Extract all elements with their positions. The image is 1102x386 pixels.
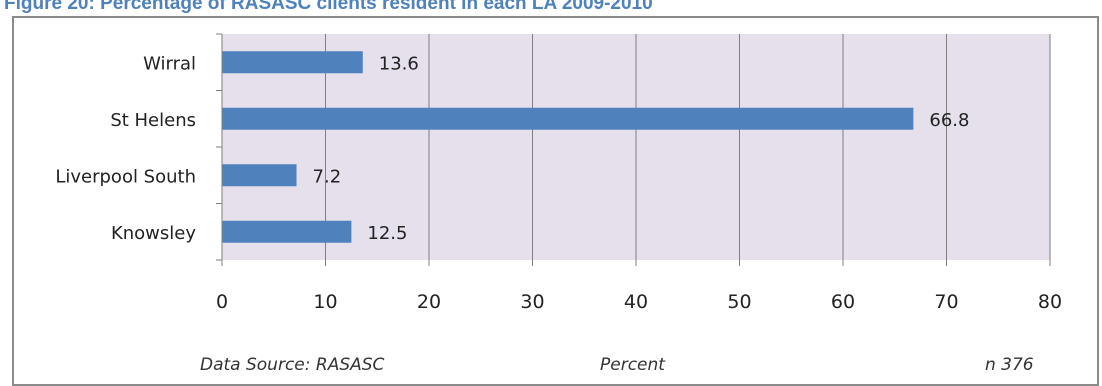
category-label-knowsley: Knowsley bbox=[111, 223, 196, 244]
bars bbox=[222, 51, 914, 243]
category-label-wirral: Wirral bbox=[143, 53, 196, 74]
data-source-label: Data Source: RASASC bbox=[200, 355, 385, 375]
bar-st-helens bbox=[222, 107, 914, 130]
x-tick-label-60: 60 bbox=[831, 291, 855, 313]
x-tick-label-0: 0 bbox=[216, 291, 228, 313]
x-tick-labels: 0 10 20 30 40 50 60 70 80 bbox=[216, 260, 1062, 313]
x-tick-label-40: 40 bbox=[624, 291, 648, 313]
y-axis-ticks bbox=[216, 33, 222, 261]
category-labels: Wirral St Helens Liverpool South Knowsley bbox=[55, 53, 196, 244]
value-labels: 13.6 66.8 7.2 12.5 bbox=[313, 53, 970, 244]
value-label-liverpool-south: 7.2 bbox=[313, 166, 342, 187]
x-axis-title: Percent bbox=[600, 355, 665, 375]
value-label-wirral: 13.6 bbox=[379, 53, 419, 74]
category-label-st-helens: St Helens bbox=[110, 110, 196, 131]
category-label-liverpool-south: Liverpool South bbox=[55, 166, 196, 187]
bar-liverpool-south bbox=[222, 164, 297, 187]
x-tick-label-70: 70 bbox=[934, 291, 958, 313]
x-tick-label-50: 50 bbox=[727, 291, 751, 313]
x-tick-label-80: 80 bbox=[1038, 291, 1062, 313]
bar-chart: 13.6 66.8 7.2 12.5 Wirral St Helens Liverpool… bbox=[55, 33, 1062, 313]
bar-knowsley bbox=[222, 220, 352, 243]
sample-size-label: n 376 bbox=[985, 355, 1034, 375]
x-tick-label-20: 20 bbox=[417, 291, 441, 313]
figure-title: Figure 20: Percentage of RASASC clients … bbox=[4, 0, 653, 14]
bar-wirral bbox=[222, 51, 363, 74]
x-tick-label-10: 10 bbox=[313, 291, 337, 313]
value-label-st-helens: 66.8 bbox=[929, 110, 969, 131]
x-tick-label-30: 30 bbox=[520, 291, 544, 313]
value-label-knowsley: 12.5 bbox=[367, 223, 407, 244]
